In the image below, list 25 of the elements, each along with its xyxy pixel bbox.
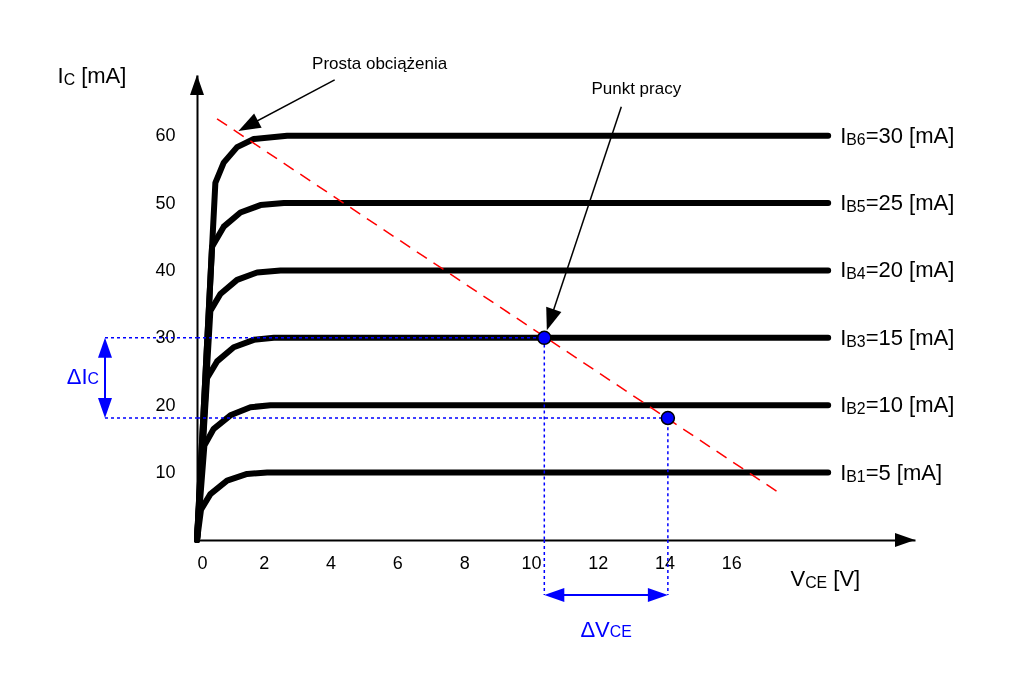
text: Prosta obciążenia xyxy=(312,54,448,74)
x-tick-label: 16 xyxy=(721,552,742,573)
series-label: I$_{B5}$=25 [mA] xyxy=(840,190,955,216)
series-label: I$_{B4}$=20 [mA] xyxy=(840,257,955,283)
series-label: I$_{B2}$=10 [mA] xyxy=(840,392,955,418)
y-tick-label: 10 xyxy=(155,462,176,483)
x-tick-label: 2 xyxy=(259,552,270,573)
series-label: I$_{B3}$=15 [mA] xyxy=(840,324,955,350)
series-label: I$_{B6}$=30 [mA] xyxy=(840,122,955,148)
y-tick-label: 30 xyxy=(155,327,176,348)
x-tick-label: 6 xyxy=(392,552,403,573)
y-tick-label: 60 xyxy=(155,125,176,146)
series-label: I$_{B1}$=5 [mA] xyxy=(840,459,943,485)
x-tick-label: 10 xyxy=(521,552,542,573)
y-tick-label: 20 xyxy=(155,394,176,415)
y-axis-title: I$_{C}$ [mA] xyxy=(57,62,127,88)
x-tick-label: 12 xyxy=(588,552,609,573)
x-tick-label: 8 xyxy=(459,552,470,573)
y-tick-label: 50 xyxy=(155,192,176,213)
x-tick-label: 4 xyxy=(326,552,337,573)
x-tick-label: 0 xyxy=(197,552,208,573)
x-axis-title: V$_{CE}$ [V] xyxy=(790,565,861,591)
annotation: Punkt pracy xyxy=(591,79,682,99)
y-tick-label: 40 xyxy=(155,259,176,280)
x-tick-label: 14 xyxy=(655,552,676,573)
